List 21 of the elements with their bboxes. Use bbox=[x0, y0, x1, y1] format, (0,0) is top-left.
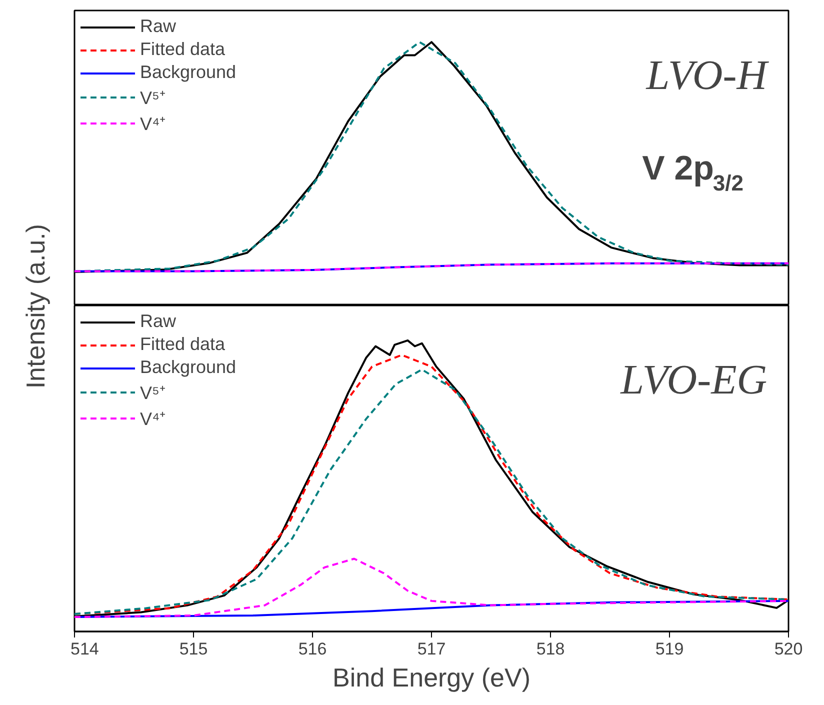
y-axis-title: Intensity (a.u.) bbox=[20, 224, 50, 389]
x-axis-title: Bind Energy (eV) bbox=[332, 662, 530, 692]
legend-label: V⁴⁺ bbox=[140, 408, 166, 430]
x-tick-label: 518 bbox=[536, 640, 565, 658]
x-tick-label: 514 bbox=[70, 640, 99, 658]
legend-label: V⁵⁺ bbox=[140, 87, 166, 109]
x-tick-label: 519 bbox=[655, 640, 684, 658]
legend-label: Background bbox=[140, 357, 236, 378]
legend-label: Background bbox=[140, 62, 236, 83]
legend-label: V⁴⁺ bbox=[140, 113, 166, 135]
legend-label: Raw bbox=[140, 311, 176, 332]
annotation: LVO-H bbox=[645, 53, 770, 99]
legend-label: Fitted data bbox=[140, 39, 226, 60]
legend-label: V⁵⁺ bbox=[140, 382, 166, 404]
x-tick-label: 520 bbox=[774, 640, 803, 658]
x-tick-label: 515 bbox=[179, 640, 208, 658]
legend-label: Raw bbox=[140, 16, 176, 37]
x-tick-label: 517 bbox=[417, 640, 446, 658]
legend-label: Fitted data bbox=[140, 334, 226, 355]
annotation: LVO-EG bbox=[620, 357, 768, 404]
x-tick-label: 516 bbox=[298, 640, 327, 658]
